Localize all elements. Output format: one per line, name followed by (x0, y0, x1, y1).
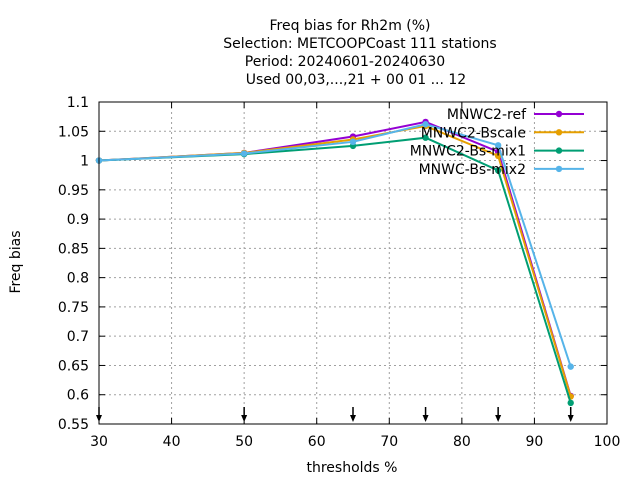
chart-title: Freq bias for Rh2m (%) Selection: METCOO… (223, 18, 496, 88)
x-tick-label: 80 (453, 434, 471, 450)
x-axis-label: thresholds % (307, 460, 398, 476)
axis-ticks: 30 40 50 60 70 80 90 100 0.55 0.6 0.65 0.7 0.75 0.8 0.… (58, 95, 621, 450)
data-point (494, 167, 502, 174)
threshold-arrow-head (495, 415, 502, 422)
legend-label: MNWC2-ref (447, 107, 527, 123)
title-line-1: Freq bias for Rh2m (%) (269, 18, 430, 34)
x-tick-label: 90 (526, 434, 544, 450)
x-tick-label: 70 (380, 434, 398, 450)
data-point (349, 138, 357, 146)
data-point (494, 152, 502, 160)
y-tick-label: 0.55 (58, 417, 89, 433)
data-point (240, 150, 248, 157)
legend-label: MNWC-Bs-mix2 (419, 162, 526, 178)
y-tick-label: 0.8 (67, 271, 89, 287)
title-line-3: Period: 20240601-20240630 (245, 54, 445, 70)
y-tick-label: 1.1 (67, 95, 89, 111)
legend-marker (555, 147, 563, 154)
legend-label: MNWC2-Bs-mix1 (410, 144, 526, 160)
y-tick-label: 0.7 (67, 329, 89, 345)
threshold-arrow-head (567, 415, 574, 422)
x-tick-label: 50 (235, 434, 253, 450)
y-axis-label: Freq bias (8, 230, 24, 293)
y-tick-label: 0.85 (58, 241, 89, 257)
data-point (567, 363, 574, 370)
y-tick-label: 0.95 (58, 183, 89, 199)
title-line-4: Used 00,03,...,21 + 00 01 ... 12 (246, 72, 466, 88)
x-tick-label: 40 (163, 434, 181, 450)
y-tick-label: 0.6 (67, 388, 89, 404)
legend-label: MNWC2-Bscale (421, 125, 526, 141)
data-point (567, 399, 574, 407)
legend-marker (555, 110, 563, 118)
grid (99, 102, 607, 424)
series-group (95, 118, 574, 407)
threshold-arrow-head (422, 415, 429, 422)
y-tick-label: 0.9 (67, 212, 89, 228)
plot-frame (98, 101, 608, 425)
legend-marker (555, 129, 563, 136)
data-point (422, 121, 429, 128)
x-tick-label: 60 (308, 434, 326, 450)
title-line-2: Selection: METCOOPCoast 111 stations (223, 36, 496, 52)
y-tick-label: 1 (80, 154, 89, 170)
y-tick-label: 0.75 (58, 300, 89, 316)
series-line-4 (98, 123, 572, 367)
x-tick-label: 30 (90, 434, 108, 450)
legend: MNWC2-ref MNWC2-Bscale MNWC2-Bs-mix1 MNWC-B… (410, 107, 584, 178)
threshold-arrow-head (350, 415, 356, 422)
threshold-markers (96, 407, 574, 422)
x-tick-label: 100 (594, 434, 621, 450)
y-tick-label: 0.65 (58, 358, 89, 374)
legend-marker (555, 165, 563, 173)
threshold-arrow-head (241, 415, 248, 422)
y-tick-label: 1.05 (58, 124, 89, 140)
data-point (422, 134, 429, 141)
data-point (494, 142, 502, 149)
